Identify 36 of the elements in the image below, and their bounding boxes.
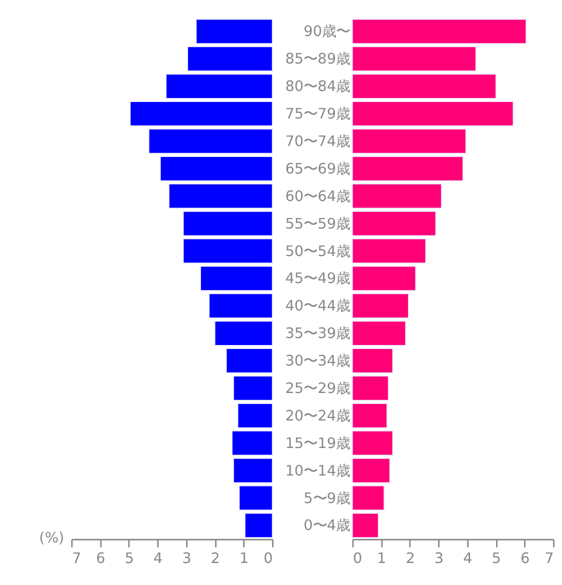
y-tick-label: 65〜69歳: [285, 161, 350, 178]
x-tick-label: 0: [264, 550, 273, 567]
y-tick-label: 30〜34歳: [285, 354, 350, 370]
y-tick-label: 45〜49歳: [285, 271, 350, 288]
x-tick-label: 5: [124, 550, 134, 567]
x-tick-label: 2: [210, 550, 220, 567]
y-tick-label: 70〜74歳: [285, 134, 350, 150]
x-tick-label: 1: [377, 550, 386, 567]
x-tick-label: 4: [153, 550, 163, 567]
x-tick-label: 0: [352, 550, 362, 567]
x-tick-label: 6: [96, 550, 106, 567]
y-tick-label: 50〜54歳: [285, 244, 350, 260]
y-tick-label: 25〜29歳: [285, 381, 350, 398]
x-tick-label: 3: [182, 550, 192, 567]
y-tick-label: 0〜4歳: [304, 518, 350, 534]
y-tick-label: 20〜24歳: [285, 408, 350, 424]
y-tick-label: 60〜64歳: [285, 188, 350, 205]
x-tick-label: 7: [72, 550, 82, 567]
y-tick-label: 35〜39歳: [285, 326, 350, 342]
y-tick-label: 90歳〜: [304, 24, 350, 40]
y-tick-label: 55〜59歳: [285, 216, 350, 232]
y-tick-label: 40〜44歳: [285, 298, 350, 315]
x-tick-label: 6: [520, 550, 530, 567]
y-tick-label: 15〜19歳: [285, 436, 350, 452]
x-tick-label: 2: [406, 550, 415, 567]
x-tick-label: 7: [544, 550, 554, 567]
x-tick-label: 4: [463, 550, 472, 567]
y-tick-label: 75〜79歳: [285, 106, 350, 123]
x-tick-label: 1: [239, 550, 249, 567]
y-tick-label: 85〜89歳: [285, 52, 350, 68]
x-tick-label: 5: [492, 550, 502, 567]
y-tick-label: 10〜14歳: [285, 463, 350, 480]
x-tick-label: 3: [434, 550, 444, 567]
x-axis-title: (%): [39, 530, 64, 547]
y-tick-label: 5〜9歳: [304, 490, 350, 507]
y-tick-label: 80〜84歳: [285, 79, 350, 96]
